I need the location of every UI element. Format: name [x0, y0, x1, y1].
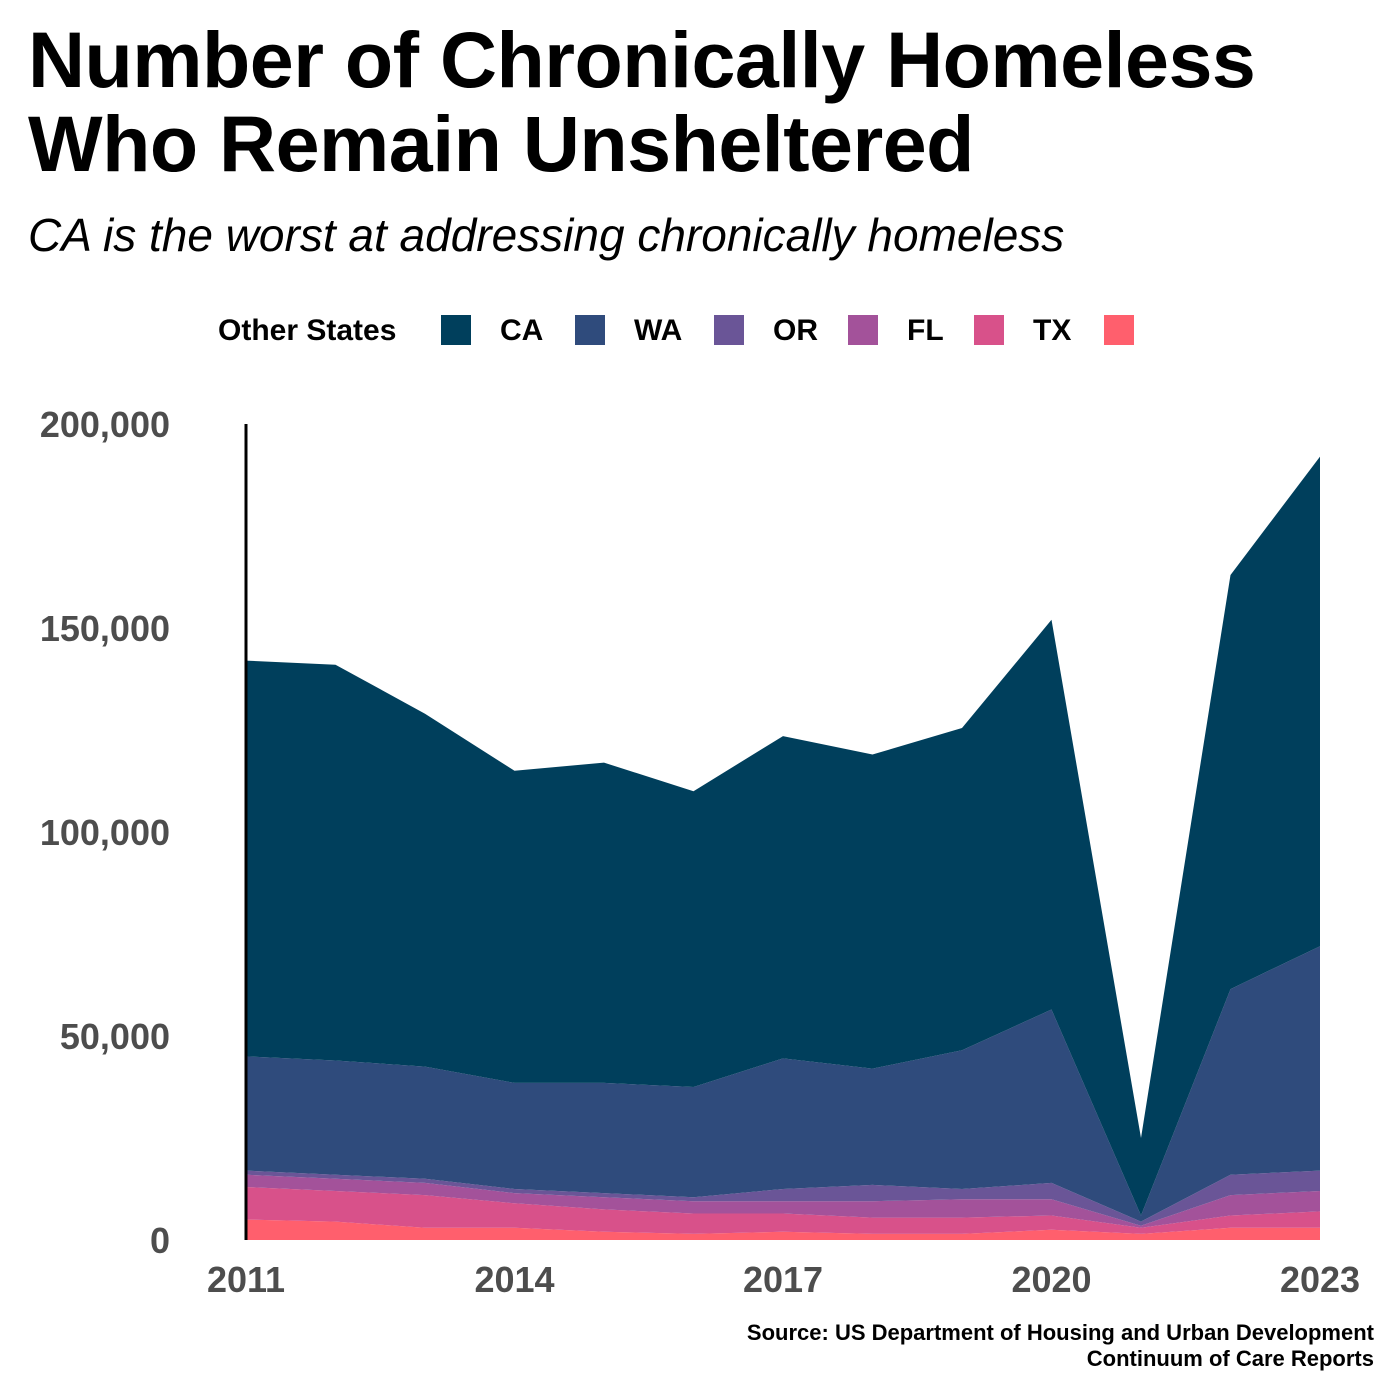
legend-swatch-4: [848, 315, 878, 345]
source-note: Source: US Department of Housing and Urb…: [747, 1320, 1374, 1372]
legend-title: Other States: [218, 314, 397, 347]
x-axis-ticks: 2011 2014 2017 2020 2023: [207, 1259, 1360, 1300]
x-tick-label: 2023: [1280, 1259, 1360, 1300]
legend-swatch-5: [974, 315, 1004, 345]
y-tick-label: 200,000: [40, 404, 170, 445]
chart-title-line-1: Number of Chronically Homeless: [28, 15, 1256, 104]
legend-swatch-3: [714, 315, 744, 345]
area-series-4: [246, 1170, 1320, 1226]
x-tick-label: 2011: [207, 1259, 285, 1300]
chart-subtitle: CA is the worst at addressing chronicall…: [28, 209, 1065, 261]
area-series-2: [246, 1187, 1320, 1234]
legend: Other States CA WA OR FL TX: [0, 312, 1400, 352]
chart-title: Number of Chronically Homeless Who Remai…: [28, 18, 1388, 186]
x-tick-label: 2014: [474, 1259, 554, 1300]
legend-swatch-1: [441, 315, 471, 345]
source-line-2: Continuum of Care Reports: [1086, 1346, 1374, 1371]
legend-label-or: OR: [773, 314, 818, 347]
y-tick-label: 150,000: [40, 608, 170, 649]
x-tick-label: 2017: [743, 1259, 823, 1300]
y-axis-ticks: 0 50,000 100,000 150,000 200,000: [40, 404, 170, 1261]
y-tick-label: 0: [150, 1220, 170, 1261]
x-tick-label: 2020: [1011, 1259, 1091, 1300]
legend-label-tx: TX: [1033, 314, 1072, 347]
legend-label-wa: WA: [634, 314, 683, 347]
y-tick-label: 50,000: [60, 1016, 170, 1057]
area-series-5: [246, 946, 1320, 1222]
area-series-1: [246, 1219, 1320, 1240]
legend-label-fl: FL: [907, 314, 944, 347]
source-line-1: Source: US Department of Housing and Urb…: [746, 1320, 1374, 1345]
area-series-group: [246, 456, 1320, 1240]
legend-label-ca: CA: [500, 314, 544, 347]
legend-swatch-2: [575, 315, 605, 345]
chart-title-line-2: Who Remain Unsheltered: [28, 99, 974, 188]
legend-swatch-6: [1104, 315, 1134, 345]
area-series-3: [246, 1174, 1320, 1228]
y-tick-label: 100,000: [40, 812, 170, 853]
area-series-6: [246, 456, 1320, 1216]
